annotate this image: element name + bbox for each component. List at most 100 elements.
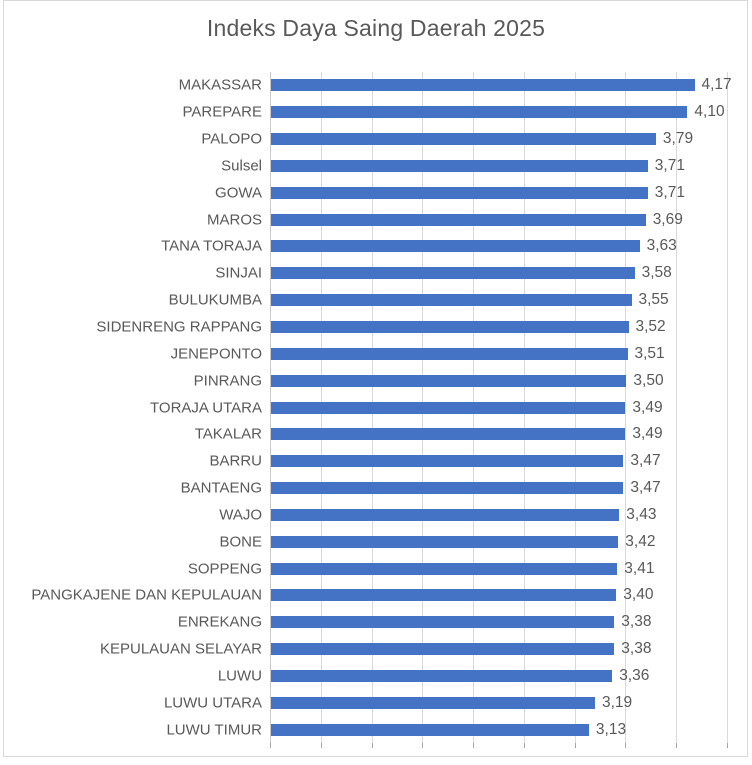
value-label: 3,51 bbox=[634, 344, 665, 362]
category-label: LUWU TIMUR bbox=[166, 721, 262, 739]
axis-tick bbox=[321, 743, 322, 748]
bar-row: TAKALAR 3,49 bbox=[0, 421, 752, 448]
bar bbox=[271, 455, 624, 468]
bar bbox=[271, 669, 613, 682]
axis-tick bbox=[625, 743, 626, 748]
bar-row: SIDENRENG RAPPANG 3,52 bbox=[0, 314, 752, 341]
category-label: SINJAI bbox=[215, 264, 262, 282]
value-label: 3,19 bbox=[602, 693, 633, 711]
category-label: PANGKAJENE DAN KEPULAUAN bbox=[31, 586, 262, 604]
bar bbox=[271, 267, 635, 280]
bar bbox=[271, 213, 646, 226]
value-label: 3,63 bbox=[646, 237, 677, 255]
value-label: 3,38 bbox=[621, 640, 652, 658]
axis-tick bbox=[270, 743, 271, 748]
value-label: 3,52 bbox=[635, 318, 666, 336]
gridline bbox=[625, 72, 626, 743]
category-label: JENEPONTO bbox=[170, 345, 262, 363]
bar-row: Sulsel 3,71 bbox=[0, 153, 752, 180]
bar bbox=[271, 535, 619, 548]
bars-container: MAKASSAR 4,17 PAREPARE 4,10 PALOPO 3,79 Sulsel… bbox=[0, 72, 752, 743]
value-label: 3,13 bbox=[595, 720, 627, 738]
bar bbox=[271, 508, 620, 521]
value-label: 3,58 bbox=[641, 264, 672, 282]
category-label: SOPPENG bbox=[187, 560, 262, 578]
value-label: 3,79 bbox=[662, 130, 694, 148]
category-label: TAKALAR bbox=[194, 425, 262, 443]
bar-row: PALOPO 3,79 bbox=[0, 126, 752, 153]
bar bbox=[271, 79, 695, 92]
category-label: BARRU bbox=[209, 452, 262, 470]
value-label: 4,17 bbox=[701, 76, 732, 94]
value-label: 3,50 bbox=[633, 371, 664, 389]
value-label: 3,55 bbox=[638, 291, 669, 309]
value-label: 3,38 bbox=[621, 613, 652, 631]
bar-row: LUWU UTARA 3,19 bbox=[0, 689, 752, 716]
category-label: GOWA bbox=[215, 184, 262, 202]
bar bbox=[271, 562, 618, 575]
category-label: KEPULAUAN SELAYAR bbox=[99, 640, 262, 658]
axis-tick bbox=[575, 743, 576, 748]
bar-row: ENREKANG 3,38 bbox=[0, 609, 752, 636]
bar-row: JENEPONTO 3,51 bbox=[0, 340, 752, 367]
value-label: 3,71 bbox=[654, 183, 685, 201]
bar bbox=[271, 159, 648, 172]
value-label: 3,40 bbox=[623, 586, 654, 604]
bar-row: BONE 3,42 bbox=[0, 528, 752, 555]
category-label: PAREPARE bbox=[182, 103, 262, 121]
category-label: MAROS bbox=[206, 211, 262, 229]
category-label: BANTAENG bbox=[180, 479, 262, 497]
bar-row: BULUKUMBA 3,55 bbox=[0, 287, 752, 314]
bar bbox=[271, 723, 589, 736]
gridline bbox=[727, 72, 728, 743]
value-label: 3,36 bbox=[619, 666, 650, 684]
bar bbox=[271, 428, 626, 441]
category-label: TORAJA UTARA bbox=[150, 399, 262, 417]
value-label: 4,10 bbox=[694, 103, 725, 121]
category-label: LUWU bbox=[217, 667, 262, 685]
bar-row: PINRANG 3,50 bbox=[0, 367, 752, 394]
bar bbox=[271, 374, 627, 387]
bar-row: TORAJA UTARA 3,49 bbox=[0, 394, 752, 421]
bar-row: SOPPENG 3,41 bbox=[0, 555, 752, 582]
bar-row: KEPULAUAN SELAYAR 3,38 bbox=[0, 636, 752, 663]
value-label: 3,69 bbox=[652, 210, 683, 228]
category-label: Sulsel bbox=[221, 157, 262, 175]
axis-tick bbox=[676, 743, 677, 748]
bar-row: LUWU TIMUR 3,13 bbox=[0, 716, 752, 743]
category-label: BONE bbox=[219, 533, 262, 551]
category-label: BULUKUMBA bbox=[168, 291, 262, 309]
bar bbox=[271, 347, 628, 360]
bar bbox=[271, 240, 640, 253]
axis-tick bbox=[524, 743, 525, 748]
bar bbox=[271, 133, 656, 146]
bar-row: BANTAENG 3,47 bbox=[0, 475, 752, 502]
bar bbox=[271, 616, 615, 629]
bar-row: SINJAI 3,58 bbox=[0, 260, 752, 287]
category-label: LUWU UTARA bbox=[163, 694, 262, 712]
bar-row: MAROS 3,69 bbox=[0, 206, 752, 233]
category-axis-line bbox=[270, 72, 271, 743]
value-label: 3,49 bbox=[632, 425, 663, 443]
category-label: PINRANG bbox=[193, 372, 262, 390]
bar bbox=[271, 106, 688, 119]
axis-tick bbox=[372, 743, 373, 748]
bar-row: GOWA 3,71 bbox=[0, 179, 752, 206]
bar bbox=[271, 589, 617, 602]
bar bbox=[271, 643, 615, 656]
bar-row: PANGKAJENE DAN KEPULAUAN 3,40 bbox=[0, 582, 752, 609]
value-label: 3,47 bbox=[630, 452, 661, 470]
bar bbox=[271, 401, 626, 414]
value-label: 3,41 bbox=[624, 559, 655, 577]
bar-row: LUWU 3,36 bbox=[0, 663, 752, 690]
bar-row: TANA TORAJA 3,63 bbox=[0, 233, 752, 260]
category-label: PALOPO bbox=[201, 130, 262, 148]
axis-tick bbox=[727, 743, 728, 748]
bar-row: MAKASSAR 4,17 bbox=[0, 72, 752, 99]
value-label: 3,43 bbox=[626, 505, 657, 523]
axis-tick bbox=[422, 743, 423, 748]
bar-row: BARRU 3,47 bbox=[0, 448, 752, 475]
bar bbox=[271, 321, 629, 334]
bar-row: PAREPARE 4,10 bbox=[0, 99, 752, 126]
